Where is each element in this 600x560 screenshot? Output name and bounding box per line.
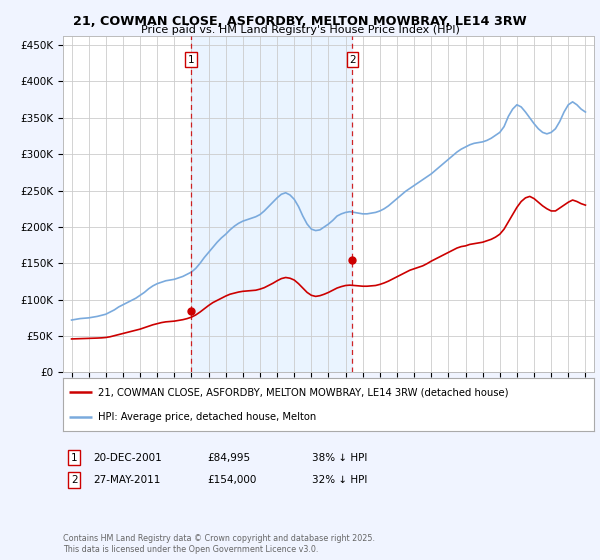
Text: Contains HM Land Registry data © Crown copyright and database right 2025.
This d: Contains HM Land Registry data © Crown c… xyxy=(63,534,375,554)
Bar xyxy=(191,36,352,372)
Text: 20-DEC-2001: 20-DEC-2001 xyxy=(93,452,162,463)
Text: 1: 1 xyxy=(188,55,194,64)
Text: 21, COWMAN CLOSE, ASFORDBY, MELTON MOWBRAY, LE14 3RW (detached house): 21, COWMAN CLOSE, ASFORDBY, MELTON MOWBR… xyxy=(98,388,508,398)
Text: £84,995: £84,995 xyxy=(207,452,250,463)
Text: 27-MAY-2011: 27-MAY-2011 xyxy=(93,475,160,485)
Text: 32% ↓ HPI: 32% ↓ HPI xyxy=(312,475,367,485)
Text: 2: 2 xyxy=(349,55,356,64)
Text: 38% ↓ HPI: 38% ↓ HPI xyxy=(312,452,367,463)
Text: 2: 2 xyxy=(71,475,77,485)
Text: Price paid vs. HM Land Registry's House Price Index (HPI): Price paid vs. HM Land Registry's House … xyxy=(140,25,460,35)
Text: 1: 1 xyxy=(71,452,77,463)
Text: HPI: Average price, detached house, Melton: HPI: Average price, detached house, Melt… xyxy=(98,412,316,422)
Text: £154,000: £154,000 xyxy=(207,475,256,485)
Text: 21, COWMAN CLOSE, ASFORDBY, MELTON MOWBRAY, LE14 3RW: 21, COWMAN CLOSE, ASFORDBY, MELTON MOWBR… xyxy=(73,15,527,27)
